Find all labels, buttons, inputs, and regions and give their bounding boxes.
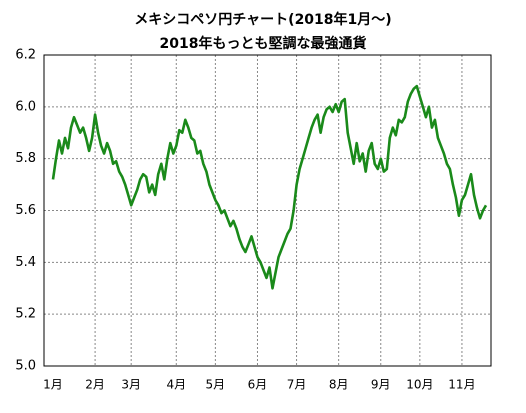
y-tick-label: 5.0: [15, 359, 36, 374]
y-tick-label: 5.4: [15, 255, 36, 270]
chart-subtitle: 2018年もっとも堅調な最強通貨: [160, 35, 367, 52]
x-tick-label: 11月: [448, 378, 475, 392]
x-tick-label: 6月: [248, 378, 268, 392]
y-tick-label: 6.2: [15, 48, 36, 63]
x-tick-label: 10月: [406, 378, 433, 392]
x-tick-label: 7月: [287, 378, 307, 392]
plot-border: [43, 54, 492, 367]
y-tick-label: 5.8: [15, 151, 36, 166]
x-tick-label: 8月: [329, 378, 349, 392]
y-tick-label: 5.2: [15, 307, 36, 322]
x-tick-label: 1月: [43, 378, 63, 392]
x-tick-label: 2月: [85, 378, 105, 392]
x-tick-label: 5月: [206, 378, 226, 392]
price-line: [51, 84, 488, 290]
chart-title: メキシコペソ円チャート(2018年1月～): [134, 11, 391, 28]
x-tick-label: 9月: [371, 378, 391, 392]
x-tick-label: 4月: [166, 378, 186, 392]
x-tick-label: 3月: [121, 378, 141, 392]
y-tick-label: 6.0: [15, 99, 36, 114]
y-tick-label: 5.6: [15, 203, 36, 218]
